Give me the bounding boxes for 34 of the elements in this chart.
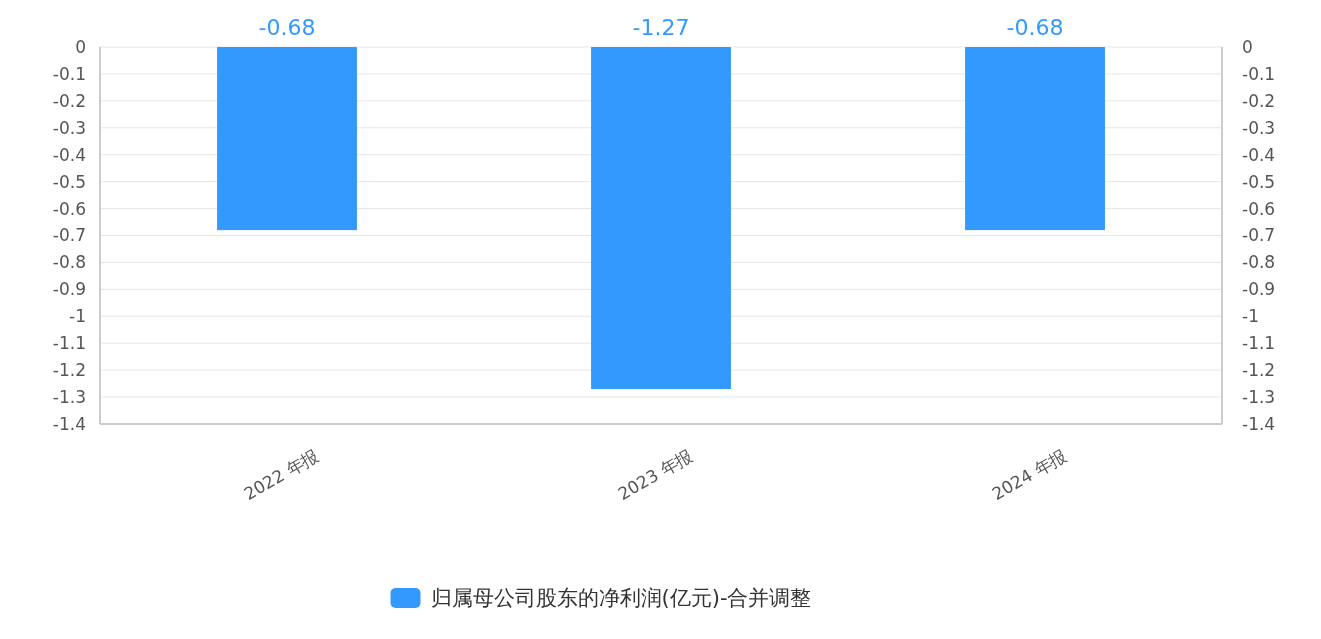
y2-tick-label: -0.9	[1242, 279, 1276, 300]
y2-tick-label: -0.5	[1242, 171, 1276, 192]
y2-tick-label: -0.3	[1242, 117, 1276, 138]
y2-tick-label: -0.2	[1242, 90, 1276, 111]
y-tick-label: -0.7	[52, 225, 86, 246]
y2-tick-label: -0.1	[1242, 63, 1276, 84]
y-tick-label: -0.6	[52, 198, 86, 219]
y-tick-label: -0.4	[52, 144, 86, 165]
y-tick-label: -1	[69, 306, 86, 327]
y-tick-label: -0.9	[52, 279, 86, 300]
y-tick-label: -1.2	[52, 360, 86, 381]
y2-tick-label: -1.4	[1242, 413, 1276, 434]
y-tick-label: -0.1	[52, 63, 86, 84]
y-tick-label: -0.3	[52, 117, 86, 138]
y2-tick-label: -0.4	[1242, 144, 1276, 165]
y2-tick-label: -0.8	[1242, 252, 1276, 273]
y-tick-label: -0.8	[52, 252, 86, 273]
y2-tick-label: -0.6	[1242, 198, 1276, 219]
y-tick-label: -1.3	[52, 387, 86, 408]
y-tick-label: -0.2	[52, 90, 86, 111]
data-label: -1.27	[632, 15, 690, 40]
y2-tick-label: -1	[1242, 306, 1259, 327]
y-tick-label: -1.4	[52, 413, 86, 434]
y2-tick-label: -0.7	[1242, 225, 1276, 246]
y-tick-label: -1.1	[52, 333, 86, 354]
y2-tick-label: -1.1	[1242, 333, 1276, 354]
y-tick-label: -0.5	[52, 171, 86, 192]
y2-tick-label: -1.2	[1242, 360, 1276, 381]
y2-tick-label: 0	[1242, 36, 1253, 57]
y-tick-label: 0	[75, 36, 86, 57]
data-label: -0.68	[1006, 15, 1064, 40]
legend-label: 归属母公司股东的净利润(亿元)-合并调整	[430, 586, 812, 611]
y2-tick-label: -1.3	[1242, 387, 1276, 408]
data-label: -0.68	[258, 15, 316, 40]
